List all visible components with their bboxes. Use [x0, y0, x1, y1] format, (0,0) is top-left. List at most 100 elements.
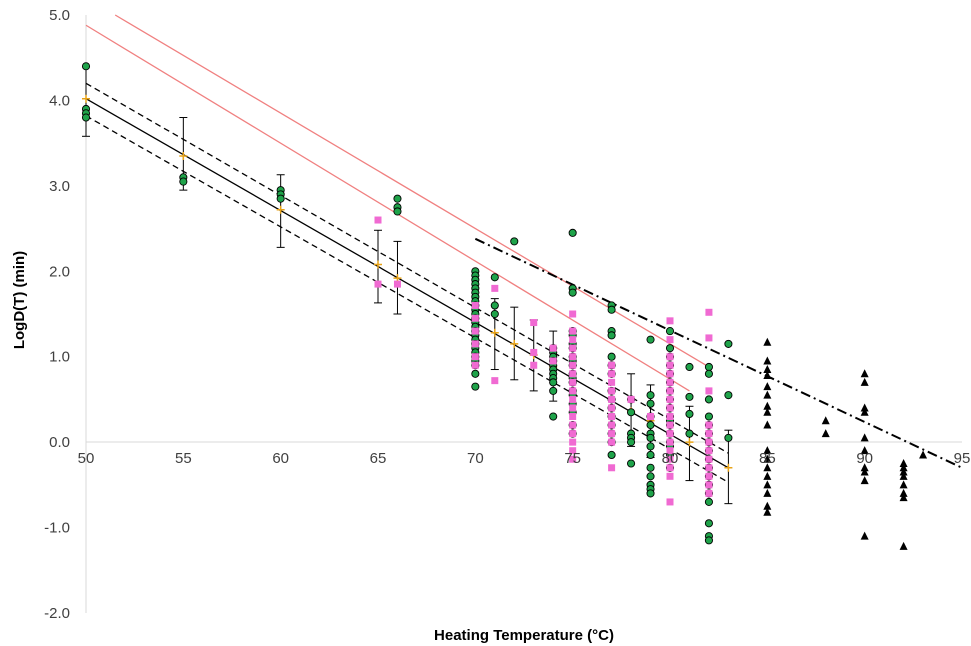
black-triangle-point — [860, 446, 869, 455]
pink-point — [471, 327, 479, 335]
pink-point — [666, 472, 674, 480]
green-point — [724, 433, 733, 442]
black-triangle-point — [763, 401, 772, 410]
black-triangle-point — [899, 467, 908, 476]
pink-point — [705, 334, 713, 342]
pink-point — [705, 464, 713, 472]
pink-point — [569, 336, 577, 344]
pink-line — [85, 24, 690, 392]
green-point — [646, 442, 655, 451]
green-point — [607, 331, 616, 340]
pink-point — [666, 455, 674, 463]
pink-point — [569, 387, 577, 395]
black-triangle-point — [763, 480, 772, 489]
x-tick-label: 85 — [759, 450, 776, 467]
pink-point — [471, 314, 479, 322]
pink-point — [666, 370, 674, 378]
green-point — [549, 378, 558, 387]
pink-point — [569, 404, 577, 412]
green-point — [393, 207, 402, 216]
pink-point — [569, 455, 577, 463]
green-point — [724, 339, 733, 348]
x-tick-label: 80 — [662, 450, 679, 467]
y-tick-label: 4.0 — [49, 92, 70, 109]
pink-point — [569, 438, 577, 446]
y-tick-labels: -2.0 -1.0 0.0 1.0 2.0 3.0 4.0 5.0 — [44, 7, 70, 622]
green-point — [685, 392, 694, 401]
pink-point — [666, 336, 674, 344]
green-point — [471, 369, 480, 378]
green-point — [568, 228, 577, 237]
pink-point — [705, 387, 713, 395]
pink-point — [530, 348, 538, 356]
pink-point — [530, 361, 538, 369]
regression-line — [85, 82, 729, 454]
x-tick-label: 50 — [78, 450, 95, 467]
pink-point — [666, 387, 674, 395]
black-triangle-point — [763, 507, 772, 516]
pink-point — [705, 308, 713, 316]
green-point — [490, 301, 499, 310]
y-tick-label: 2.0 — [49, 263, 70, 280]
mean-marker — [276, 205, 285, 214]
green-point — [471, 382, 480, 391]
pink-point — [666, 430, 674, 438]
green-point — [665, 344, 675, 353]
pink-point — [705, 481, 713, 489]
black-triangle-point — [899, 493, 908, 502]
pink-point — [666, 361, 674, 369]
pink-point — [374, 280, 382, 288]
black-triangle-point — [821, 416, 830, 425]
pink-point — [666, 413, 674, 421]
pink-point — [608, 421, 616, 429]
black-triangle-point — [763, 488, 772, 497]
pink-point — [666, 353, 674, 361]
pink-point — [647, 413, 655, 421]
x-axis-label: Heating Temperature (°C) — [434, 627, 614, 644]
green-point — [704, 369, 713, 378]
green-point — [646, 421, 655, 430]
y-tick-label: -1.0 — [44, 520, 70, 537]
black-triangle-point — [763, 365, 772, 374]
green-point — [627, 438, 636, 447]
black-triangle-point — [860, 476, 869, 485]
pink-point — [705, 489, 713, 497]
x-tick-label: 95 — [954, 450, 971, 467]
y-axis-label: LogD(T) (min) — [11, 251, 28, 349]
x-tick-label: 55 — [175, 450, 192, 467]
green-point — [646, 472, 655, 481]
black-triangle-point — [763, 446, 772, 455]
green-point — [704, 362, 713, 372]
pink-point — [471, 361, 479, 369]
black-triangle-point — [899, 471, 908, 480]
green-point — [704, 497, 713, 506]
black-triangle-point — [860, 407, 869, 416]
pink-point — [608, 395, 616, 403]
green-point — [568, 288, 577, 297]
dash-dot-line — [474, 237, 963, 469]
green-point — [646, 391, 655, 400]
y-tick-label: 3.0 — [49, 178, 70, 195]
green-point — [179, 177, 188, 186]
pink-point — [608, 361, 616, 369]
pink-point — [608, 378, 616, 386]
black-triangle-point — [860, 433, 869, 442]
pink-point — [705, 455, 713, 463]
pink-point — [374, 216, 382, 224]
pink-point — [608, 404, 616, 412]
mean-marker — [490, 328, 499, 337]
black-triangle-point — [763, 407, 772, 416]
pink-point — [666, 498, 674, 506]
black-triangle-point — [919, 450, 928, 459]
green-point — [393, 194, 402, 203]
pink-point — [666, 464, 674, 472]
x-tick-label: 70 — [467, 450, 484, 467]
green-point — [607, 352, 616, 361]
y-tick-label: 1.0 — [49, 349, 70, 366]
pink-point — [569, 310, 577, 318]
x-tick-label: 60 — [272, 450, 289, 467]
green-point — [704, 519, 713, 528]
black-triangle-point — [899, 480, 908, 489]
green-point — [665, 327, 675, 336]
green-point — [510, 237, 519, 246]
